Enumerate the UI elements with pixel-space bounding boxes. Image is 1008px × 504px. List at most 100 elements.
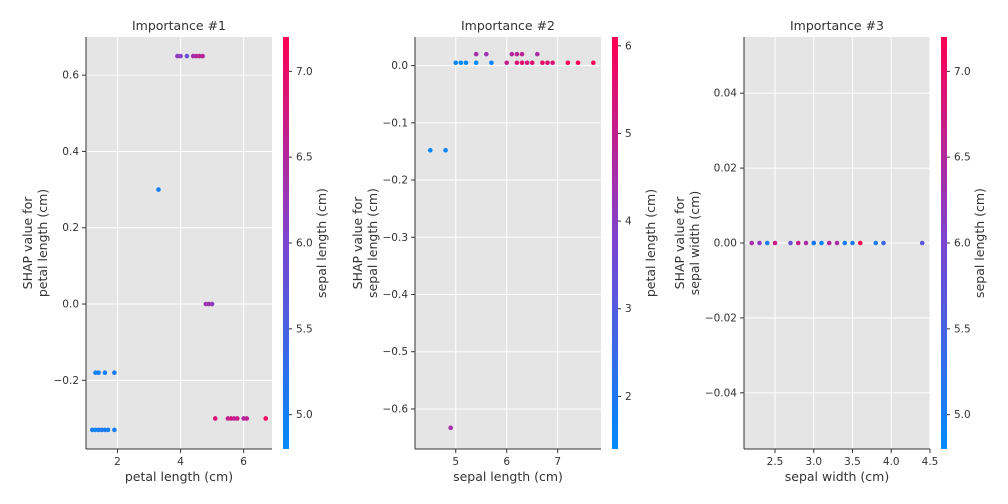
y-tick-label: −0.2	[383, 175, 409, 187]
scatter-point	[102, 427, 108, 433]
scatter-point	[788, 240, 793, 246]
scatter-point	[453, 60, 459, 66]
scatter-point	[545, 60, 550, 66]
x-tick-label: 2	[114, 456, 121, 468]
scatter-point	[427, 148, 433, 153]
colorbar-tick-label: 5.0	[954, 409, 971, 421]
x-tick-label: 4.0	[883, 456, 900, 468]
colorbar-tick-label: 5.5	[954, 323, 971, 335]
colorbar-tick-label: 5.0	[296, 409, 313, 421]
scatter-point	[524, 60, 530, 66]
scatter-point	[919, 240, 925, 246]
scatter-point	[550, 60, 555, 66]
scatter-point	[197, 53, 202, 59]
scatter-point	[112, 427, 117, 433]
scatter-point	[448, 425, 453, 431]
y-tick-label: −0.2	[54, 375, 80, 387]
x-tick-label: 6	[240, 456, 247, 468]
scatter-point	[850, 240, 855, 246]
chart-panel-3: 2.5 3.0 3.5 4.0 4.5 −0.04 −0.02 0.00 0.02 0.04 Imp…	[672, 18, 987, 484]
scatter-point	[203, 301, 209, 307]
colorbar-tick-label: 7.0	[954, 66, 971, 78]
scatter-point	[873, 240, 879, 246]
scatter-point	[225, 416, 231, 421]
colorbar-tick-label: 6.5	[296, 152, 313, 164]
y-tick-label: 0.0	[62, 299, 79, 311]
y-axis-label: SHAP value for	[672, 196, 687, 290]
x-tick-label: 3.0	[805, 456, 822, 468]
scatter-point	[473, 51, 479, 57]
x-tick-label: 2.5	[767, 456, 784, 468]
y-tick-label: −0.02	[705, 312, 737, 324]
chart-panel-2: 5 6 7 −0.6 −0.5 −0.4 −0.3 −0.2 −0.1 0.0 Importance…	[350, 18, 658, 484]
colorbar-tick-label: 4	[625, 216, 632, 228]
scatter-point	[757, 240, 762, 246]
colorbar	[612, 37, 618, 449]
scatter-point	[93, 370, 98, 376]
chart-title: Importance #1	[132, 18, 226, 33]
y-tick-label: 0.04	[714, 88, 738, 100]
chart-title: Importance #2	[461, 18, 555, 33]
y-axis-label: sepal length (cm)	[365, 188, 380, 298]
x-tick-label: 6	[503, 456, 510, 468]
scatter-point	[244, 416, 250, 421]
y-axis-label: petal length (cm)	[35, 189, 50, 297]
colorbar-tick-label: 5	[625, 128, 632, 140]
colorbar-label: sepal length (cm)	[972, 188, 987, 298]
colorbar-label: petal length (cm)	[643, 189, 658, 297]
scatter-point	[514, 51, 520, 57]
scatter-point	[811, 240, 817, 246]
x-tick-label: 5	[452, 456, 459, 468]
scatter-point	[263, 416, 268, 421]
plot-area	[415, 37, 601, 449]
scatter-point	[591, 60, 596, 66]
y-tick-label: 0.02	[714, 163, 737, 175]
scatter-point	[749, 240, 755, 246]
scatter-point	[842, 240, 848, 246]
y-tick-label: −0.3	[383, 232, 409, 244]
y-tick-label: −0.04	[705, 387, 737, 399]
scatter-point	[535, 51, 540, 57]
scatter-point	[473, 60, 479, 66]
scatter-point	[102, 370, 108, 376]
scatter-point	[575, 60, 581, 66]
chart-title: Importance #3	[790, 18, 884, 33]
scatter-point	[881, 240, 886, 246]
y-tick-label: −0.4	[383, 289, 409, 301]
x-tick-label: 4.5	[922, 456, 939, 468]
colorbar	[941, 37, 947, 449]
scatter-point	[463, 60, 469, 66]
scatter-point	[529, 60, 535, 66]
scatter-point	[228, 416, 234, 421]
scatter-point	[212, 416, 218, 421]
colorbar-tick-label: 6	[625, 40, 632, 52]
scatter-point	[803, 240, 809, 246]
y-tick-label: −0.1	[383, 117, 409, 129]
scatter-point	[190, 53, 196, 59]
scatter-point	[489, 60, 494, 66]
scatter-point	[99, 427, 105, 433]
scatter-points	[427, 51, 596, 431]
scatter-point	[90, 427, 95, 433]
scatter-point	[209, 301, 215, 307]
scatter-point	[96, 370, 101, 376]
x-tick-label: 4	[177, 456, 184, 468]
scatter-points	[90, 53, 268, 433]
y-tick-label: −0.5	[383, 346, 409, 358]
scatter-point	[519, 51, 525, 57]
scatter-point	[772, 240, 778, 246]
scatter-point	[241, 416, 246, 421]
colorbar-tick-label: 2	[625, 391, 632, 403]
y-tick-label: 0.0	[391, 60, 408, 72]
colorbar-tick-label: 3	[625, 303, 632, 315]
scatter-point	[200, 53, 205, 59]
scatter-points	[749, 240, 925, 246]
colorbar-tick-label: 5.5	[296, 323, 313, 335]
colorbar-label: sepal length (cm)	[314, 188, 329, 298]
scatter-point	[519, 60, 525, 66]
scatter-point	[96, 427, 101, 433]
scatter-point	[565, 60, 571, 66]
y-tick-label: −0.6	[383, 403, 409, 415]
scatter-point	[540, 60, 545, 66]
